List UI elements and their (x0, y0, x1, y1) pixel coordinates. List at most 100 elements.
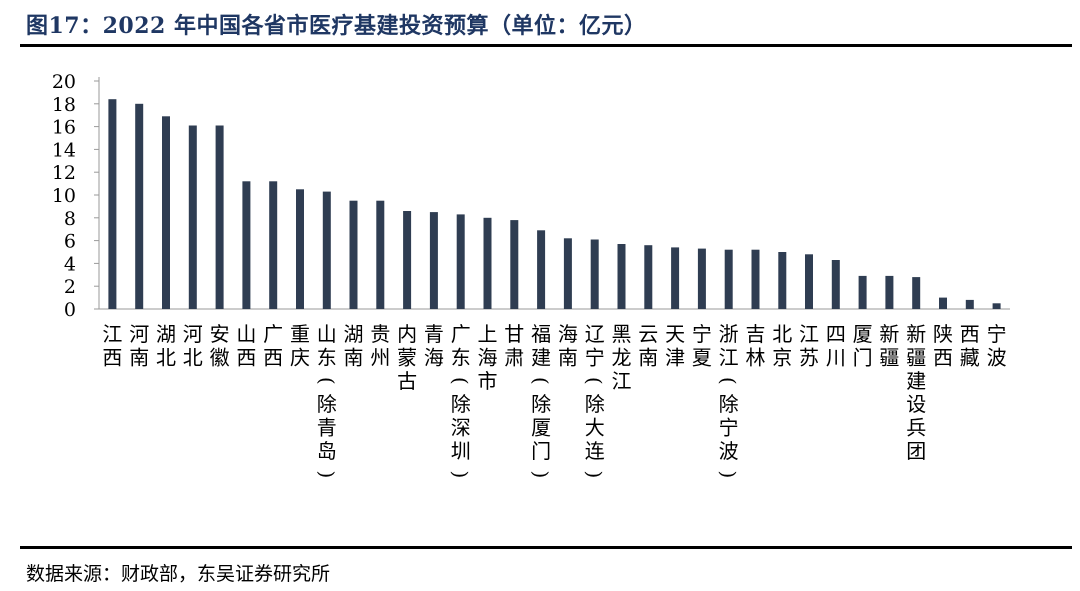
svg-text:): ) (449, 470, 473, 478)
bar (912, 277, 921, 309)
svg-text:西: 西 (236, 345, 256, 369)
bar (456, 214, 465, 309)
x-tick-label: 山西 (236, 322, 256, 369)
svg-text:圳: 圳 (451, 439, 471, 463)
x-tick-label: 山东 (除青岛) (315, 322, 339, 478)
svg-text:南: 南 (129, 345, 149, 369)
svg-text:(: ( (529, 377, 553, 385)
x-tick-label: 北京 (772, 322, 792, 369)
svg-text:广: 广 (451, 322, 471, 346)
svg-text:海: 海 (424, 345, 444, 369)
x-axis-labels: 江西河南湖北河北安徽山西广西重庆山东(除青岛)湖南贵州内蒙古青海广东(除深圳)上… (102, 322, 1006, 478)
svg-text:波: 波 (719, 439, 739, 463)
svg-text:辽: 辽 (585, 322, 605, 346)
svg-text:蒙: 蒙 (397, 345, 417, 369)
svg-text:): ) (529, 470, 553, 478)
svg-text:(: ( (449, 377, 473, 385)
svg-text:重: 重 (290, 322, 310, 346)
y-tick-label: 16 (52, 117, 76, 139)
svg-text:四: 四 (826, 322, 846, 346)
svg-text:深: 深 (451, 416, 471, 440)
x-tick-label: 内蒙古 (397, 322, 417, 393)
bar (135, 103, 144, 309)
bar (751, 249, 760, 309)
svg-text:东: 东 (451, 345, 471, 369)
svg-text:庆: 庆 (290, 345, 310, 369)
svg-text:山: 山 (317, 322, 337, 346)
x-tick-label: 贵州 (370, 322, 390, 369)
bar (617, 244, 626, 309)
svg-text:波: 波 (987, 345, 1007, 369)
x-tick-label: 湖北 (156, 322, 176, 369)
svg-text:山: 山 (236, 322, 256, 346)
y-tick-label: 2 (64, 276, 76, 298)
x-tick-label: 云南 (638, 322, 658, 369)
svg-text:北: 北 (156, 345, 176, 369)
svg-text:岛: 岛 (317, 439, 337, 463)
x-tick-label: 重庆 (290, 322, 310, 369)
svg-text:青: 青 (317, 416, 337, 440)
x-tick-label: 湖南 (344, 322, 364, 369)
x-tick-label: 海南 (558, 322, 578, 369)
source-note: 数据来源：财政部，东吴证券研究所 (26, 563, 331, 585)
x-tick-label: 江西 (102, 322, 122, 369)
bottom-rule (20, 546, 1072, 549)
bar (697, 248, 706, 309)
bar (403, 211, 412, 309)
svg-text:建: 建 (531, 345, 551, 369)
bar (939, 297, 947, 309)
bar (858, 275, 867, 309)
bar (188, 125, 197, 309)
svg-text:门: 门 (853, 345, 873, 369)
y-tick-label: 6 (64, 231, 76, 253)
bar (242, 181, 251, 309)
bars (108, 99, 1001, 309)
svg-text:疆: 疆 (879, 345, 899, 369)
svg-text:安: 安 (210, 322, 230, 346)
x-tick-label: 辽宁 (除大连) (583, 322, 607, 478)
bar (537, 230, 546, 309)
svg-text:(: ( (583, 377, 607, 385)
svg-text:夏: 夏 (692, 345, 712, 369)
x-tick-label: 安徽 (210, 322, 230, 369)
x-tick-label: 黑龙江 (611, 322, 631, 393)
y-tick-label: 14 (52, 139, 76, 161)
svg-text:江: 江 (719, 345, 739, 369)
bar (778, 252, 787, 309)
svg-text:西: 西 (263, 345, 283, 369)
svg-text:湖: 湖 (156, 322, 176, 346)
x-tick-label: 河南 (129, 322, 149, 369)
svg-text:新: 新 (879, 322, 899, 346)
svg-text:河: 河 (183, 322, 203, 346)
svg-text:黑: 黑 (611, 322, 631, 346)
svg-text:津: 津 (665, 345, 685, 369)
x-tick-label: 吉林 (745, 322, 765, 369)
x-tick-label: 甘肃 (504, 322, 524, 369)
y-tick-label: 10 (52, 185, 76, 207)
bar (805, 254, 813, 309)
svg-text:内: 内 (397, 322, 417, 346)
x-tick-label: 厦门 (853, 322, 873, 369)
svg-text:吉: 吉 (745, 322, 765, 346)
y-tick-label: 20 (52, 71, 76, 93)
svg-text:新: 新 (906, 322, 926, 346)
svg-text:西: 西 (933, 345, 953, 369)
svg-text:西: 西 (960, 322, 980, 346)
svg-text:北: 北 (183, 345, 203, 369)
x-tick-label: 江苏 (799, 322, 819, 369)
bar (644, 245, 653, 309)
bar (376, 200, 385, 309)
svg-text:宁: 宁 (719, 416, 739, 440)
svg-text:江: 江 (611, 369, 631, 393)
svg-text:除: 除 (585, 392, 605, 416)
svg-text:设: 设 (906, 392, 926, 416)
svg-text:海: 海 (478, 345, 498, 369)
svg-text:藏: 藏 (960, 345, 980, 369)
x-tick-label: 西藏 (960, 322, 980, 369)
svg-text:南: 南 (638, 345, 658, 369)
title-bar: 图17：2022 年中国各省市医疗基建投资预算（单位：亿元） (20, 0, 1072, 46)
bar (965, 299, 974, 309)
x-tick-label: 福建 (除厦门) (529, 322, 553, 478)
